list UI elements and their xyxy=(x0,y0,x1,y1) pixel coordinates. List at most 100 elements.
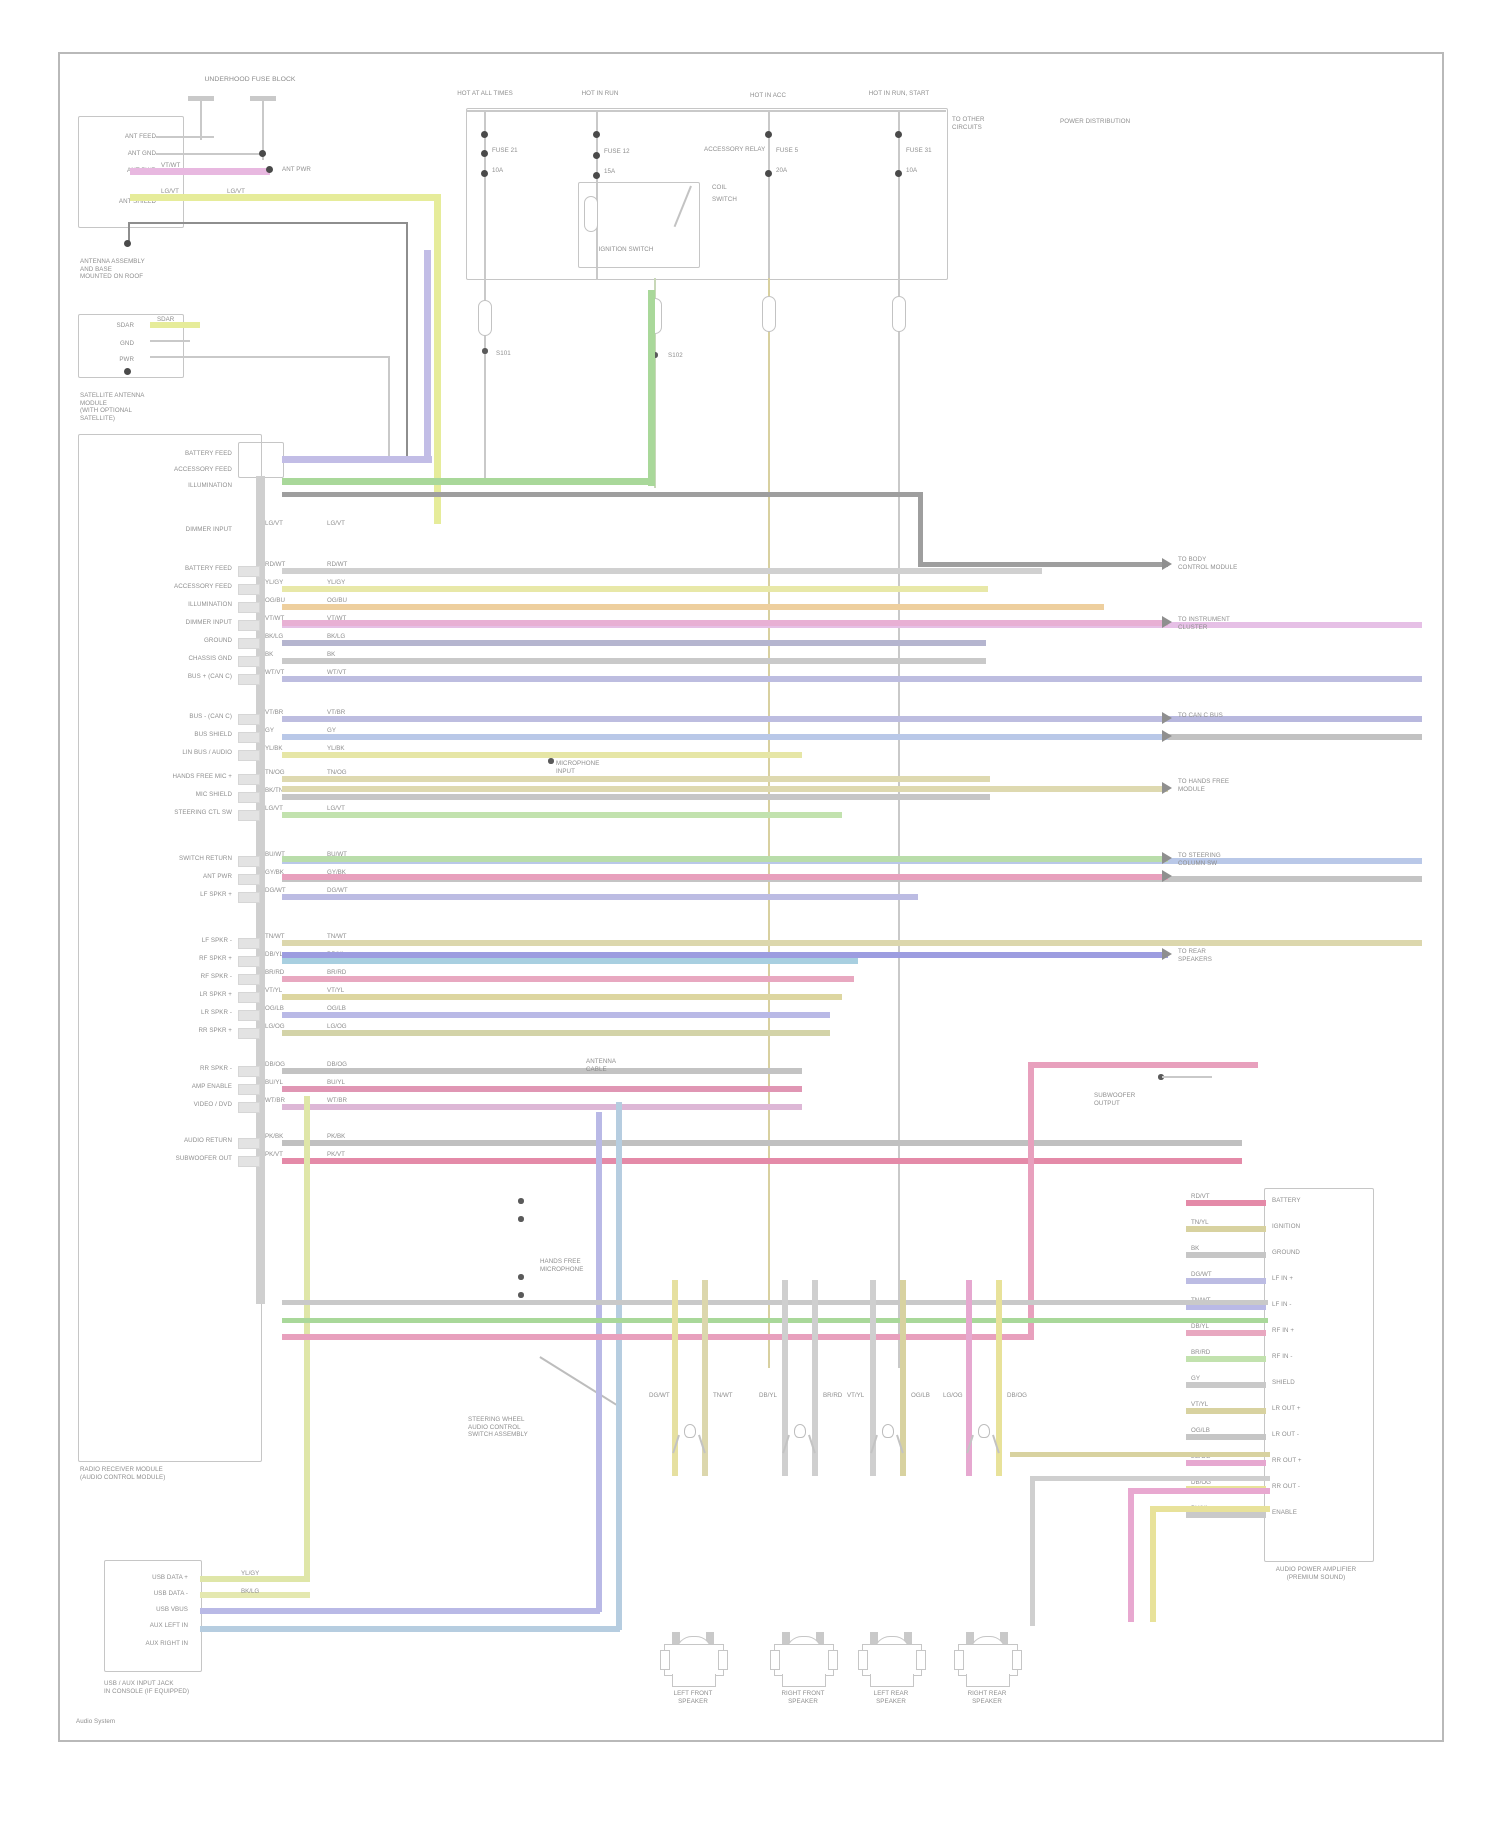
circuit-name-a2: ACCESSORY FEED xyxy=(174,583,232,590)
amp-pin-name: RF IN + xyxy=(1272,1327,1295,1334)
wire-c1 xyxy=(282,812,842,818)
speaker-wire-positive xyxy=(870,1280,876,1476)
connector-pin-stub xyxy=(238,1138,260,1149)
shield-code-a: LG/VT xyxy=(161,188,179,195)
right-wire-tan xyxy=(282,786,1168,792)
radio-top-wire-violet-v xyxy=(424,250,431,462)
usb-pin-5: AUX RIGHT IN xyxy=(145,1640,188,1647)
wire-code-primary: RD/WT xyxy=(265,561,286,568)
mic-input-note: MICROPHONE INPUT xyxy=(556,760,600,775)
radio-top-wire-violet xyxy=(282,456,432,463)
junction-dot xyxy=(518,1216,524,1222)
amp-wire-10 xyxy=(1186,1460,1266,1466)
wire-d6 xyxy=(282,1012,830,1018)
circuit-name-c1: STEERING CTL SW xyxy=(174,809,232,816)
speaker-wire-negative xyxy=(702,1280,708,1476)
amp-wire-4 xyxy=(1186,1304,1266,1310)
right-terminal-label-5: TO STEERING COLUMN SW xyxy=(1178,852,1221,867)
amp-pin-name: LR OUT - xyxy=(1272,1431,1299,1438)
connector-pin-stub xyxy=(238,602,260,613)
splice-label: S102 xyxy=(668,352,683,359)
right-terminal-label-2: TO INSTRUMENT CLUSTER xyxy=(1178,616,1230,631)
hot-label-3: HOT IN ACC xyxy=(749,92,787,99)
connector-pin-stub xyxy=(238,566,260,577)
connector-pin-stub xyxy=(238,874,260,885)
wire-d1 xyxy=(282,894,918,900)
speaker-wire-negative xyxy=(812,1280,818,1476)
wire-f2 xyxy=(282,1140,1242,1146)
amp-out-yellow-h xyxy=(1150,1506,1270,1512)
circuit-name-a5: GROUND xyxy=(204,637,232,644)
wire-code-primary: OG/LB xyxy=(265,1005,284,1012)
wire-a5 xyxy=(282,640,986,646)
amp-wire-code: OG/LB xyxy=(1191,1427,1210,1434)
junction-dot xyxy=(765,131,772,138)
right-terminal-label-6: TO REAR SPEAKERS xyxy=(1178,948,1212,963)
radio-top-pin-3: ILLUMINATION xyxy=(188,482,232,489)
wire-code-primary: BU/YL xyxy=(265,1079,283,1086)
relay-coil-label: COIL xyxy=(712,184,727,191)
amp-pin-name: GROUND xyxy=(1272,1249,1300,1256)
wire-d3 xyxy=(282,958,858,964)
radio-top-wire-grey-h2 xyxy=(918,562,1168,567)
right-wire-violet xyxy=(282,716,1168,722)
connector-pin-stub xyxy=(238,892,260,903)
feed-3 xyxy=(768,110,771,280)
amp-pin-name: RF IN - xyxy=(1272,1353,1293,1360)
junction-dot xyxy=(481,131,488,138)
satellite-module xyxy=(78,314,184,378)
antenna-pin-4: ANT SHIELD xyxy=(118,198,156,205)
amp-shield-wire xyxy=(282,1318,1268,1323)
feed-4 xyxy=(898,110,901,280)
usb-pin-1: USB DATA + xyxy=(152,1574,188,1581)
wire-d4 xyxy=(282,976,854,982)
antenna-cable-v1 xyxy=(128,222,131,246)
connector-pin-stub xyxy=(238,1066,260,1077)
wire-code-primary: BK xyxy=(265,651,274,658)
junction-dot xyxy=(481,170,488,177)
junction-dot xyxy=(518,1292,524,1298)
circuit-name-d5: LR SPKR + xyxy=(199,991,232,998)
circuit-name-d4: RF SPKR - xyxy=(200,973,232,980)
sat-ground-dot xyxy=(124,368,131,375)
connector-pin-stub xyxy=(238,1084,260,1095)
junction-dot xyxy=(518,1198,524,1204)
circuit-name-b6: MIC SHIELD xyxy=(195,791,232,798)
usb-wire-3 xyxy=(200,1608,600,1614)
connector-pin-stub xyxy=(238,714,260,725)
connector-pin-stub xyxy=(238,856,260,867)
wire-code-secondary: VT/WT xyxy=(327,615,347,622)
antenna-ground-dot xyxy=(124,240,131,247)
antenna-power-wire xyxy=(130,168,270,175)
junction-dot xyxy=(765,170,772,177)
circuit-name-a3: ILLUMINATION xyxy=(188,601,232,608)
terminal-arrow-rear xyxy=(1162,948,1172,960)
circuit-name-d6: LR SPKR - xyxy=(201,1009,232,1016)
amp-out-grey-v xyxy=(1030,1476,1035,1626)
amp-wire-code: DB/OG xyxy=(1191,1479,1211,1486)
fuse-rating-4: 10A xyxy=(906,167,918,174)
right-terminal-label-3: TO CAN C BUS xyxy=(1178,712,1223,719)
wire-code-primary: YL/GY xyxy=(265,579,284,586)
speaker-label: LEFT REAR SPEAKER xyxy=(873,1690,909,1705)
fuse-callout-3: FUSE 5 xyxy=(776,147,799,154)
speaker-wire-negative xyxy=(996,1280,1002,1476)
wire-e1 xyxy=(282,1030,830,1036)
amp-enable-wire xyxy=(282,1300,1268,1305)
connector-pin-stub xyxy=(238,1156,260,1167)
wire-code-secondary: VT/BR xyxy=(327,709,346,716)
to-other-circuits-label: TO OTHER CIRCUITS xyxy=(952,116,985,131)
wire-code-primary: BU/WT xyxy=(265,851,285,858)
usb-pin-4: AUX LEFT IN xyxy=(149,1622,188,1629)
wire-a3 xyxy=(282,604,1104,610)
speaker-code-negative: BR/RD xyxy=(823,1392,843,1399)
splice-label: S101 xyxy=(496,350,511,357)
amp-pin-name: LF IN - xyxy=(1272,1301,1292,1308)
amp-pin-name: LR OUT + xyxy=(1272,1405,1301,1412)
wire-code-secondary: WT/VT xyxy=(327,669,347,676)
circuit-name-d1: LF SPKR + xyxy=(200,891,232,898)
usb-riser-violet xyxy=(596,1112,602,1612)
wire-e3 xyxy=(282,1086,802,1092)
junction-dot xyxy=(593,131,600,138)
diagram-border xyxy=(58,52,1444,1742)
